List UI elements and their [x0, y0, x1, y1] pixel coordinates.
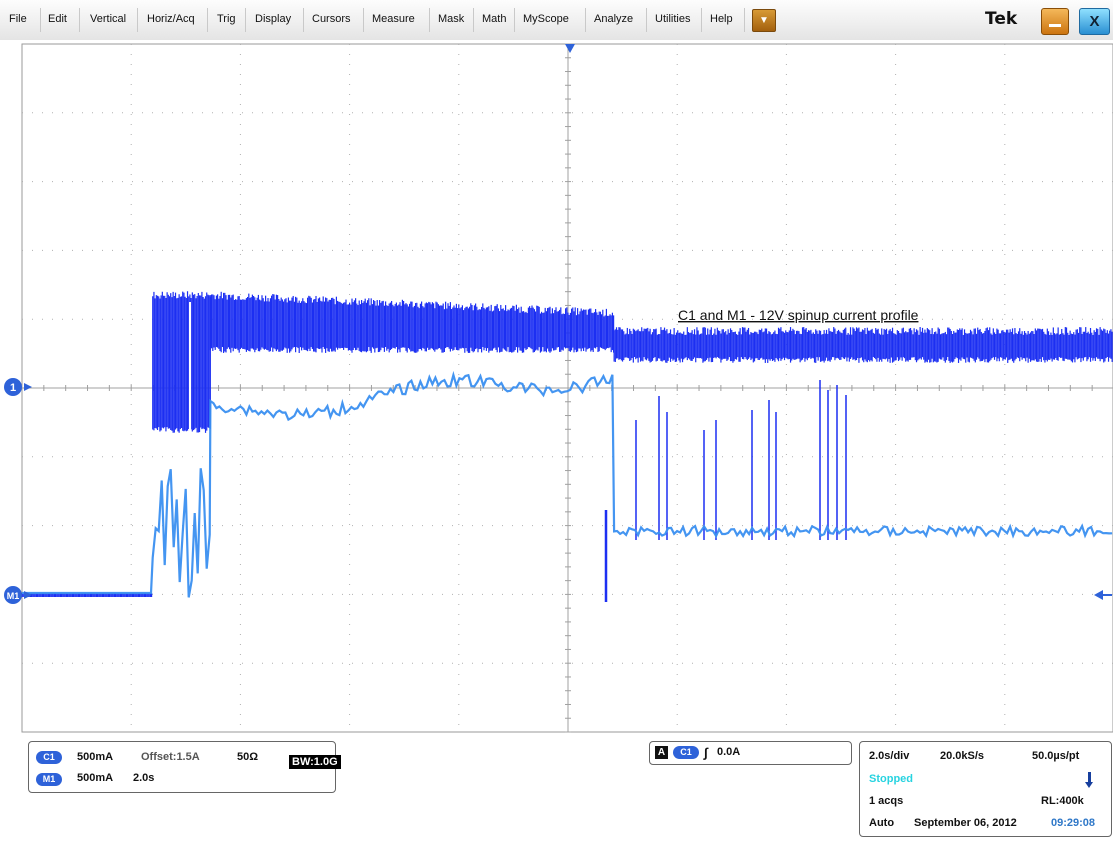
c1-scale: 500mA	[77, 751, 114, 763]
menu-separator	[363, 8, 364, 32]
waveform-annotation: C1 and M1 - 12V spinup current profile	[678, 307, 919, 323]
menu-separator	[207, 8, 208, 32]
time-resolution: 50.0µs/pt	[1032, 750, 1080, 762]
menu-help[interactable]: Help	[710, 13, 733, 25]
trigger-position-marker[interactable]	[565, 44, 575, 53]
menu-separator	[646, 8, 647, 32]
channel-readout-box[interactable]: C1 500mA Offset:1.5A 50Ω BW:1.0G M1 500m…	[28, 741, 341, 793]
menu-bar: File Edit Vertical Horiz/Acq Trig Displa…	[0, 0, 1113, 41]
menu-separator	[744, 8, 745, 32]
menu-separator	[514, 8, 515, 32]
menu-utilities[interactable]: Utilities	[655, 13, 691, 25]
trigger-level: 0.0A	[717, 746, 741, 758]
minimize-button[interactable]	[1041, 8, 1069, 35]
menu-separator	[429, 8, 430, 32]
menu-separator	[137, 8, 138, 32]
trigger-source-badge: C1	[673, 746, 699, 759]
c1-bandwidth-badge: BW:1.0G	[289, 755, 341, 769]
stop-arrow-head	[1085, 782, 1093, 788]
c1-termination: 50Ω	[237, 751, 259, 763]
menu-display[interactable]: Display	[255, 13, 292, 25]
ch1-level-marker[interactable]	[4, 378, 22, 396]
trigger-level-line	[1103, 594, 1112, 596]
record-length: RL:400k	[1041, 795, 1084, 807]
sample-rate: 20.0kS/s	[940, 750, 985, 762]
m1-trace-line	[22, 370, 1113, 598]
m1-marker-label: M1	[7, 591, 20, 601]
acq-date: September 06, 2012	[914, 817, 1017, 829]
menu-separator	[245, 8, 246, 32]
m1-scale: 500mA	[77, 772, 114, 784]
trigger-level-arrow-icon	[1094, 590, 1103, 600]
chevron-down-icon: ▼	[759, 15, 769, 26]
menu-cursors[interactable]: Cursors	[312, 13, 351, 25]
menu-mask[interactable]: Mask	[438, 13, 465, 25]
menu-separator	[473, 8, 474, 32]
c1-offset: Offset:1.5A	[141, 751, 200, 763]
trigger-readout-box[interactable]: A C1 ∫ 0.0A	[649, 741, 852, 765]
ch1-marker-label: 1	[10, 382, 16, 394]
menu-horiz-acq[interactable]: Horiz/Acq	[147, 13, 195, 25]
m1-badge[interactable]: M1	[36, 773, 62, 786]
menu-math[interactable]: Math	[482, 13, 507, 25]
acq-mode: Auto	[869, 817, 895, 829]
acq-count: 1 acqs	[869, 795, 904, 807]
status-panel: C1 500mA Offset:1.5A 50Ω BW:1.0G M1 500m…	[0, 736, 1113, 841]
time-per-div: 2.0s/div	[869, 750, 910, 762]
menu-measure[interactable]: Measure	[372, 13, 415, 25]
menu-dropdown-button[interactable]: ▼	[752, 9, 776, 32]
menu-myscope[interactable]: MyScope	[523, 13, 569, 25]
m1-arrow-icon	[24, 591, 32, 599]
m1-time: 2.0s	[133, 772, 155, 784]
close-icon: X	[1089, 13, 1100, 30]
stop-arrow-icon	[1088, 772, 1091, 784]
menu-edit[interactable]: Edit	[48, 13, 67, 25]
menu-vertical[interactable]: Vertical	[90, 13, 127, 25]
tek-logo: Tek	[985, 9, 1018, 29]
minimize-icon	[1049, 24, 1061, 27]
ch1-arrow-icon	[24, 383, 32, 391]
close-button[interactable]: X	[1079, 8, 1110, 35]
menu-separator	[585, 8, 586, 32]
menu-separator	[79, 8, 80, 32]
menu-analyze[interactable]: Analyze	[594, 13, 634, 25]
trigger-source-letter: A	[655, 746, 668, 759]
menu-separator	[303, 8, 304, 32]
rising-edge-icon: ∫	[704, 745, 708, 760]
c1-badge[interactable]: C1	[36, 751, 62, 764]
menu-trig[interactable]: Trig	[217, 13, 236, 25]
waveform-display[interactable]: 1 M1 C1 and M1 - 12V spinup current prof…	[0, 40, 1113, 736]
menu-separator	[701, 8, 702, 32]
m1-level-marker[interactable]	[4, 586, 22, 604]
acquisition-readout-box[interactable]: 2.0s/div 20.0kS/s 50.0µs/pt Stopped 1 ac…	[859, 741, 1112, 837]
acq-status: Stopped	[869, 773, 913, 785]
menu-separator	[40, 8, 41, 32]
waveform-markers: 1 M1	[4, 44, 1112, 604]
acq-time: 09:29:08	[1051, 817, 1096, 829]
menu-file[interactable]: File	[9, 13, 27, 25]
waveform-traces	[21, 291, 1113, 602]
